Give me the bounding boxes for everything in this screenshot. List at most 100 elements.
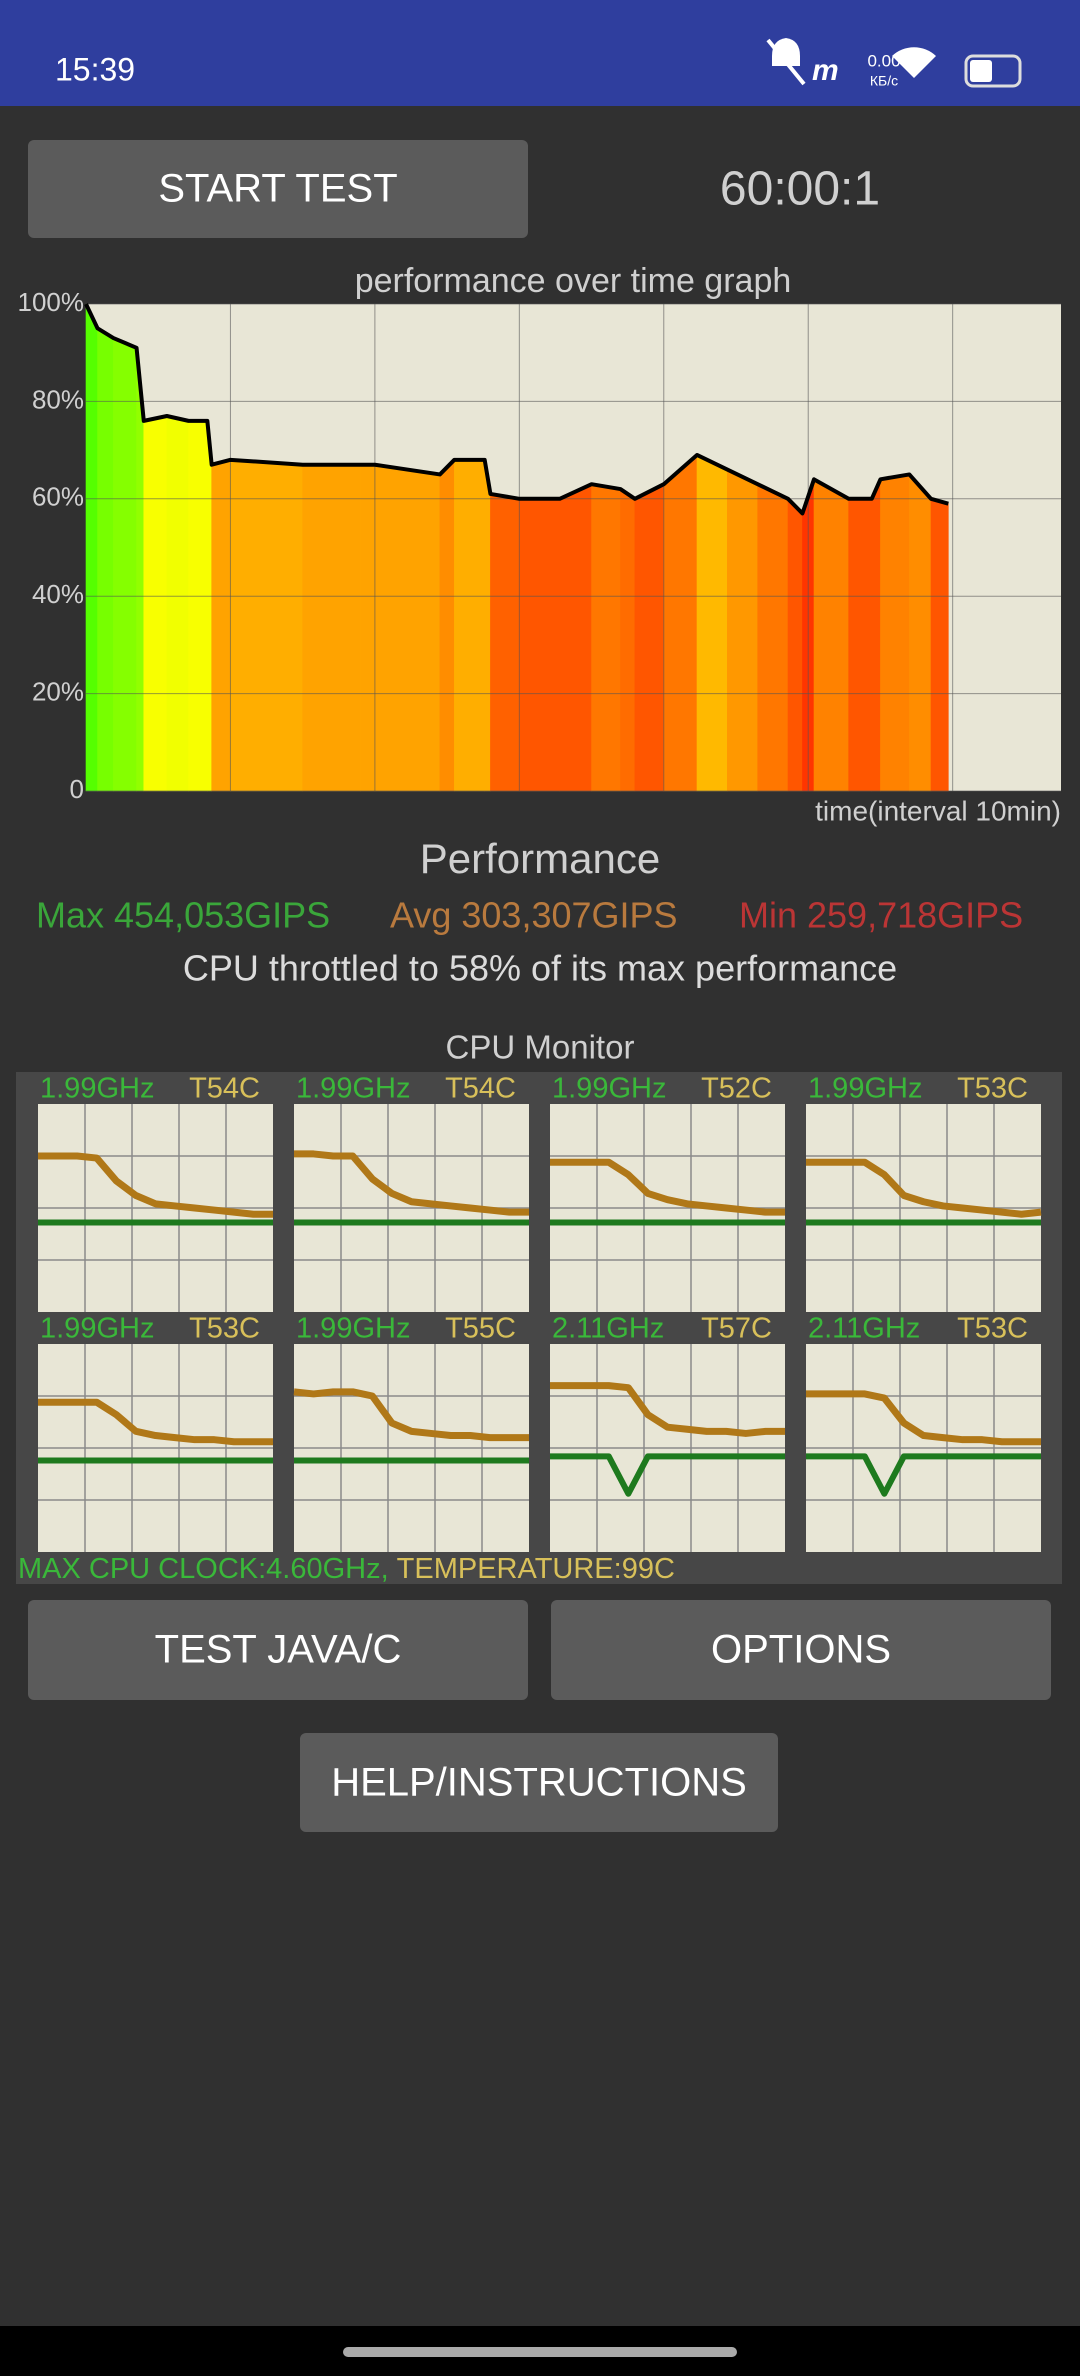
core-freq: 1.99GHz — [40, 1073, 154, 1105]
area-segment — [634, 483, 665, 792]
area-segment — [374, 464, 441, 792]
temp-trace — [38, 1398, 273, 1446]
status-icons: m — [766, 38, 1022, 88]
temp-trace — [806, 1158, 1042, 1218]
max-perf: Max 454,053GIPS — [36, 895, 330, 936]
core-temp: T53C — [957, 1313, 1028, 1345]
cpu-monitor-title: CPU Monitor — [446, 1029, 635, 1066]
y-tick-label: 20% — [32, 676, 84, 706]
start-button-label[interactable]: START TEST — [158, 167, 397, 211]
area-segment — [663, 454, 698, 792]
area-segment — [207, 420, 212, 792]
core-temp: T54C — [189, 1073, 260, 1105]
battery-outline — [964, 54, 1022, 88]
area-segment — [871, 479, 881, 792]
options-button-label[interactable]: OPTIONS — [711, 1628, 891, 1672]
area-segment — [909, 473, 932, 792]
temp-trace — [38, 1152, 273, 1218]
clock-trace — [806, 1453, 1041, 1497]
area-segment — [490, 493, 520, 792]
area-segment — [620, 488, 636, 792]
area-segment — [360, 464, 376, 792]
core-freq: 2.11GHz — [808, 1313, 920, 1345]
area-segment — [813, 478, 849, 792]
temp-trace — [550, 1158, 785, 1216]
area-segment — [787, 498, 803, 792]
y-tick-label: 40% — [32, 579, 84, 609]
core-freq: 1.99GHz — [552, 1073, 666, 1105]
avg-perf: Avg 303,307GIPS — [390, 895, 678, 936]
area-segment — [85, 303, 98, 792]
area-segment — [230, 459, 303, 792]
chart-title: performance over time graph — [355, 262, 792, 300]
core-temp: T57C — [701, 1313, 772, 1345]
core-temp: T54C — [445, 1073, 516, 1105]
core-freq: 2.11GHz — [552, 1313, 664, 1345]
mute-slash — [766, 38, 806, 86]
area-segment — [166, 415, 189, 792]
area-segment — [727, 469, 758, 792]
signal-icon: m — [812, 54, 839, 87]
test-button[interactable] — [28, 1600, 528, 1700]
temp-trace — [294, 1150, 529, 1216]
clock-trace — [550, 1453, 785, 1497]
options-button[interactable] — [551, 1600, 1051, 1700]
area-segment — [143, 415, 168, 792]
area-segment — [211, 459, 231, 792]
y-tick-label: 80% — [32, 384, 84, 414]
mute-icon — [772, 38, 800, 66]
clock: 15:39 — [55, 51, 135, 87]
area-segment — [880, 474, 910, 792]
max-clock: MAX CPU CLOCK:4.60GHz, — [18, 1553, 389, 1585]
home-handle[interactable] — [343, 2347, 737, 2357]
plot: 0 20% 40% 60% 80% 100% — [18, 287, 1061, 804]
net-unit: КБ/с — [870, 73, 898, 89]
core-temp: T55C — [445, 1313, 516, 1345]
area-segment — [97, 327, 114, 792]
core-freq: 1.99GHz — [808, 1073, 922, 1105]
timer: 60:00:1 — [720, 163, 880, 216]
area-segment — [848, 498, 873, 792]
core-temp: T52C — [701, 1073, 772, 1105]
y-tick-label: 60% — [32, 482, 84, 512]
area-segment — [696, 454, 728, 792]
cores: 1.99GHz T54C 1.99GHz T54C 1.99GHz T52C 1.99GHz… — [38, 1073, 1042, 1552]
area-segment — [302, 464, 361, 792]
help-button-label[interactable]: HELP/INSTRUCTIONS — [331, 1761, 747, 1805]
core-temp: T53C — [957, 1073, 1028, 1105]
test-button-label[interactable]: TEST JAVA/C — [155, 1628, 402, 1672]
core-freq: 1.99GHz — [296, 1073, 410, 1105]
area-segment — [930, 498, 949, 792]
core-temp: T53C — [189, 1313, 260, 1345]
temp-trace — [806, 1390, 1041, 1446]
cpu-monitor-footer: MAX CPU CLOCK:4.60GHz, TEMPERATURE:99C — [18, 1553, 675, 1585]
area-segment — [559, 483, 592, 792]
core-freq: 1.99GHz — [40, 1313, 154, 1345]
area-segment — [188, 420, 208, 792]
throttle-summary: CPU throttled to 58% of its max performa… — [183, 948, 897, 989]
wifi-icon — [892, 47, 936, 78]
area-segment — [113, 337, 137, 792]
help-button[interactable] — [300, 1733, 778, 1832]
area-segment — [757, 483, 789, 792]
net-speed: 0.00 — [867, 51, 900, 70]
area-segment — [484, 459, 491, 792]
y-tick-label: 100% — [18, 287, 85, 317]
max-temp: TEMPERATURE:99C — [397, 1553, 675, 1585]
min-perf: Min 259,718GIPS — [739, 895, 1023, 936]
temp-trace — [293, 1388, 529, 1442]
core-freq: 1.99GHz — [296, 1313, 410, 1345]
area-segment — [591, 483, 621, 792]
start-button[interactable] — [28, 140, 528, 238]
area-segment — [519, 498, 561, 792]
performance-heading: Performance — [420, 835, 660, 882]
x-axis-label: time(interval 10min) — [815, 795, 1061, 826]
y-tick-label: 0 — [70, 774, 84, 804]
area-segment — [439, 459, 455, 792]
performance-line — [84, 303, 949, 516]
battery-level — [970, 60, 992, 82]
area-segment — [454, 459, 485, 792]
temp-trace — [550, 1382, 785, 1437]
